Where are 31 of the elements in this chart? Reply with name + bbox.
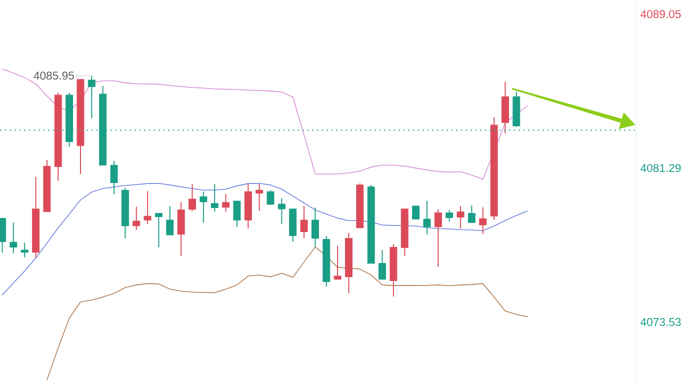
candlestick xyxy=(256,183,264,212)
candlestick xyxy=(334,245,342,280)
candlestick xyxy=(188,183,196,212)
candlestick xyxy=(266,190,274,206)
candlestick xyxy=(210,183,218,212)
candlestick xyxy=(222,194,230,212)
y-tick-label: 4089.05 xyxy=(640,10,681,18)
candlestick xyxy=(479,206,487,234)
candlestick xyxy=(233,200,241,228)
candlestick xyxy=(434,208,442,268)
candlestick xyxy=(88,75,96,119)
candlestick xyxy=(10,222,18,254)
candlestick xyxy=(132,206,140,230)
y-tick-label: 4081.29 xyxy=(640,164,681,172)
candlestick xyxy=(423,200,431,235)
candlestick xyxy=(278,198,286,225)
candlestick xyxy=(456,205,464,229)
candlestick xyxy=(20,242,28,258)
candlestick xyxy=(166,205,174,236)
candlestick xyxy=(300,205,308,239)
annotation: 4085.95 xyxy=(34,72,74,80)
candlestick xyxy=(144,190,152,225)
candlestick xyxy=(412,205,420,220)
candlestick xyxy=(200,191,208,224)
candlestick xyxy=(468,204,476,224)
candlestick xyxy=(378,250,386,280)
candlestick xyxy=(311,206,319,248)
candlestick xyxy=(446,209,454,222)
candlestick xyxy=(154,212,162,248)
candlestick xyxy=(110,160,118,195)
y-tick-label: 4073.53 xyxy=(640,318,681,326)
